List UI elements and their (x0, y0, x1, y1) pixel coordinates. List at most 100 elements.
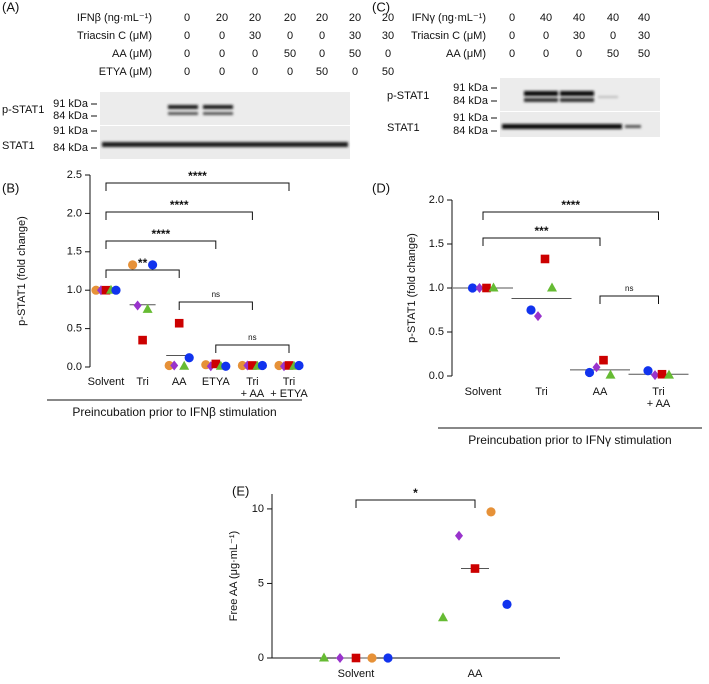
band (102, 142, 348, 147)
condition-value: 0 (319, 30, 325, 42)
condition-value: 0 (352, 66, 358, 78)
x-tick-label: Tri (535, 386, 547, 398)
condition-value: 40 (638, 12, 650, 24)
x-tick-label: + ETYA (270, 388, 308, 400)
y-tick-label: 2.0 (67, 207, 82, 219)
marker-label: 91 kDa (53, 125, 89, 137)
condition-value: 40 (540, 12, 552, 24)
condition-value: 20 (249, 12, 261, 24)
y-tick-label: 1.0 (67, 284, 82, 296)
data-point (547, 282, 557, 292)
condition-value: 0 (610, 30, 616, 42)
condition-value: 50 (349, 48, 361, 60)
data-point (248, 361, 257, 370)
condition-value: 30 (573, 30, 585, 42)
data-point (367, 653, 377, 663)
data-point (294, 360, 304, 371)
condition-value: 0 (576, 48, 582, 60)
significance-bracket (105, 182, 290, 191)
significance-bracket (215, 344, 290, 353)
y-tick-label: 5 (258, 577, 264, 589)
data-point (592, 362, 601, 373)
significance-label: ns (625, 284, 633, 293)
data-point (179, 360, 190, 370)
condition-value: 0 (252, 66, 258, 78)
data-point (164, 360, 174, 371)
data-point (643, 366, 653, 376)
marker-label: 91 kDa (53, 98, 89, 110)
data-point (211, 359, 221, 369)
y-tick-label: 2.0 (429, 194, 444, 206)
data-point (138, 335, 147, 345)
condition-label: AA (μM) (112, 48, 152, 60)
x-axis-label: Preincubation prior to IFNβ stimulation (72, 405, 276, 419)
data-point (383, 653, 393, 663)
condition-value: 0 (385, 48, 391, 60)
band (203, 112, 233, 115)
band (560, 98, 594, 102)
condition-value: 50 (284, 48, 296, 60)
condition-value: 0 (252, 48, 258, 60)
data-point (584, 367, 595, 378)
condition-value: 0 (184, 12, 190, 24)
significance-label: **** (188, 169, 207, 183)
band (598, 96, 618, 98)
x-tick-label: Solvent (88, 376, 125, 388)
protein-label: p-STAT1 (387, 90, 429, 102)
data-point (488, 282, 499, 292)
data-point (184, 353, 194, 363)
protein-label: STAT1 (387, 122, 420, 134)
marker-label: 84 kDa (453, 95, 489, 107)
data-point (257, 360, 267, 371)
data-point (651, 370, 659, 381)
y-tick-label: 1.5 (429, 238, 444, 250)
condition-label: Triacsin C (μM) (411, 30, 486, 42)
significance-label: ns (248, 333, 256, 342)
x-tick-label: + AA (647, 398, 671, 410)
condition-value: 0 (509, 48, 515, 60)
significance-bracket (599, 295, 659, 304)
y-tick-label: 2.5 (67, 169, 82, 181)
significance-label: ns (212, 290, 220, 299)
panel-label: (A) (2, 0, 19, 14)
panel-label: (B) (2, 180, 19, 195)
significance-bracket (178, 301, 253, 310)
data-point (101, 285, 111, 295)
data-point (319, 652, 329, 662)
data-point (221, 361, 231, 371)
data-point (534, 311, 542, 322)
data-point (467, 283, 478, 293)
y-tick-label: 0.0 (67, 361, 82, 373)
data-point (526, 305, 536, 315)
x-tick-label: Solvent (338, 668, 375, 680)
x-tick-label: AA (468, 668, 483, 680)
data-point (486, 507, 496, 517)
condition-value: 30 (638, 30, 650, 42)
band (625, 125, 641, 128)
x-tick-label: Tri (652, 386, 664, 398)
condition-value: 0 (543, 30, 549, 42)
y-tick-label: 0 (258, 652, 264, 664)
data-point (133, 300, 142, 311)
condition-value: 0 (184, 30, 190, 42)
data-point (284, 361, 294, 370)
band (524, 98, 558, 102)
x-tick-label: Solvent (465, 386, 502, 398)
x-axis-label: Preincubation prior to IFNγ stimulation (468, 433, 671, 447)
data-point (657, 369, 667, 379)
data-point (475, 283, 484, 293)
condition-value: 50 (382, 66, 394, 78)
significance-label: **** (170, 198, 189, 212)
panel-label: (C) (372, 0, 390, 14)
condition-label: IFNβ (ng·mL⁻¹) (77, 12, 152, 24)
x-tick-label: + AA (241, 388, 265, 400)
protein-label: STAT1 (2, 140, 35, 152)
band (203, 105, 233, 109)
data-point (540, 254, 550, 264)
condition-value: 0 (219, 48, 225, 60)
condition-value: 0 (509, 30, 515, 42)
x-tick-label: Tri (283, 376, 295, 388)
condition-value: 20 (382, 12, 394, 24)
data-point (455, 530, 463, 541)
